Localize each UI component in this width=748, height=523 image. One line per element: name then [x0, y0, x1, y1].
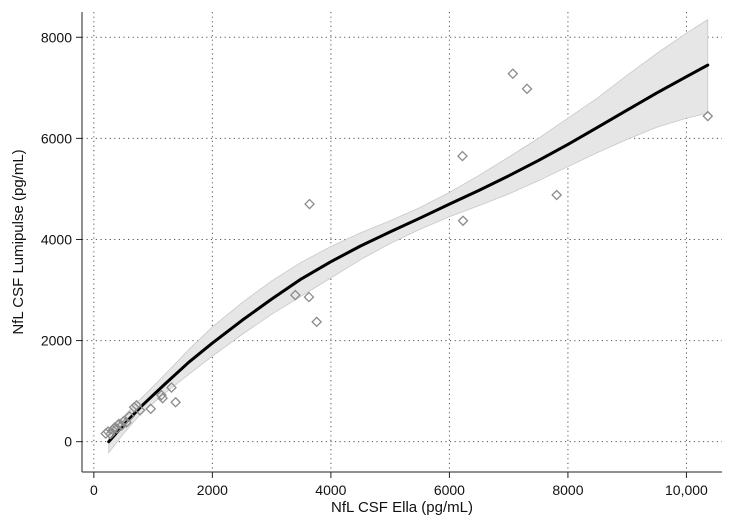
data-point	[457, 150, 468, 162]
data-point	[304, 198, 315, 210]
y-tick-label: 2000	[41, 333, 72, 349]
data-point	[128, 401, 140, 413]
data-point	[134, 404, 146, 416]
tick-labels: 0 2000 4000 6000 8000 10,000 0 2000 4000 6000 8000	[41, 29, 708, 498]
confidence-band	[108, 18, 709, 454]
x-axis-label: NfL CSF Ella (pg/mL)	[331, 499, 473, 516]
axes	[76, 12, 722, 478]
data-point	[123, 410, 135, 422]
y-tick-label: 0	[64, 434, 72, 450]
data-point	[507, 68, 519, 80]
x-tick-label: 4000	[315, 482, 346, 498]
data-point	[145, 403, 157, 415]
data-point	[166, 382, 177, 394]
data-point	[118, 416, 129, 427]
y-tick-label: 8000	[41, 29, 72, 45]
data-point	[457, 215, 469, 227]
data-point	[303, 291, 315, 303]
data-point	[702, 110, 714, 122]
data-point	[170, 396, 182, 408]
x-tick-label: 6000	[434, 482, 465, 498]
fit-line	[107, 63, 710, 444]
x-tick-label: 0	[90, 482, 98, 498]
y-axis-label: NfL CSF Lumipulse (pg/mL)	[10, 149, 27, 334]
y-tick-label: 6000	[41, 130, 72, 146]
data-point	[155, 389, 167, 401]
data-point	[157, 392, 169, 404]
data-point	[289, 289, 301, 301]
x-tick-label: 8000	[552, 482, 583, 498]
data-point	[311, 316, 323, 328]
data-point	[105, 428, 116, 440]
data-point	[521, 83, 533, 95]
x-tick-label: 2000	[197, 482, 228, 498]
data-point	[107, 424, 119, 436]
data-point	[551, 189, 563, 201]
x-tick-label: 10,000	[665, 482, 708, 498]
gridlines	[82, 12, 722, 472]
scatter-points	[100, 68, 714, 440]
y-tick-label: 4000	[41, 231, 72, 247]
